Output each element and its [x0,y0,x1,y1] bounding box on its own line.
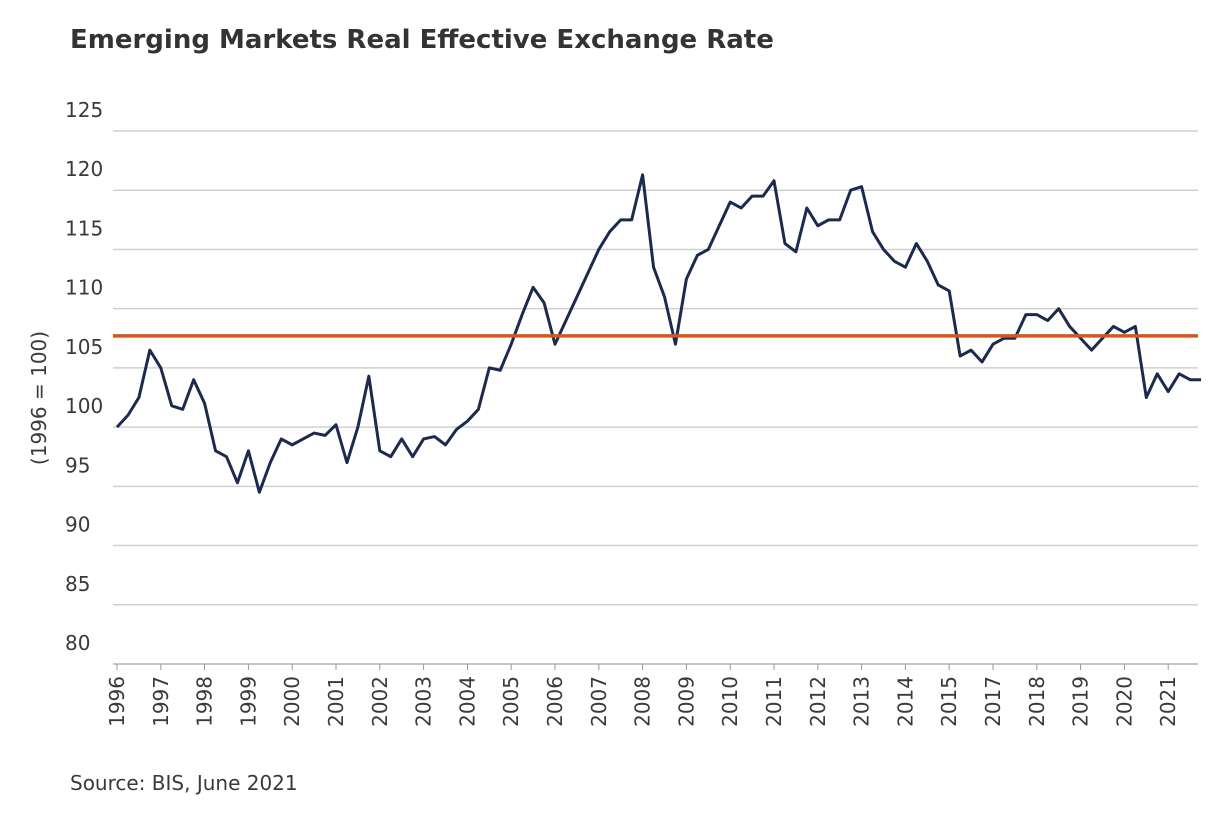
x-tick-label: 2006 [543,676,567,727]
x-tick-label: 2015 [937,676,961,727]
y-axis-label: (1996 = 100) [27,331,51,465]
x-tick-label: 2011 [762,676,786,727]
x-tick-label: 2017 [981,676,1005,727]
y-tick-label: 100 [65,394,103,418]
x-tick-label: 2005 [499,676,523,727]
x-tick-label: 2013 [850,676,874,727]
y-tick-label: 80 [65,631,90,655]
x-tick-label: 2003 [412,676,436,727]
x-tick-label: 1998 [193,676,217,727]
x-tick-label: 2014 [893,676,917,727]
x-tick-label: 2019 [1069,676,1093,727]
data-line [115,173,1202,494]
x-tick-label: 2002 [368,676,392,727]
x-tick-label: 2000 [280,676,304,727]
x-tick-label: 2009 [674,676,698,727]
x-tick-label: 1997 [149,676,173,727]
x-tick-label: 2021 [1156,676,1180,727]
y-tick-label: 95 [65,453,90,477]
source-note: Source: BIS, June 2021 [70,771,298,795]
x-tick-label: 1996 [105,676,129,727]
y-tick-label: 105 [65,335,103,359]
y-tick-label: 110 [65,276,103,300]
x-tick-label: 2004 [455,676,479,727]
x-tick-label: 2010 [718,676,742,727]
y-tick-label: 120 [65,157,103,181]
x-tick-label: 2020 [1112,676,1136,727]
chart-title: Emerging Markets Real Effective Exchange… [70,25,774,55]
y-tick-label: 90 [65,513,90,537]
x-tick-label: 2008 [631,676,655,727]
y-tick-label: 115 [65,216,103,240]
x-tick-label: 1999 [236,676,260,727]
x-tick-label: 2001 [324,676,348,727]
y-tick-label: 125 [65,98,103,122]
x-tick-label: 2012 [806,676,830,727]
y-tick-label: 85 [65,572,90,596]
x-tick-label: 2018 [1025,676,1049,727]
x-tick-label: 2007 [587,676,611,727]
